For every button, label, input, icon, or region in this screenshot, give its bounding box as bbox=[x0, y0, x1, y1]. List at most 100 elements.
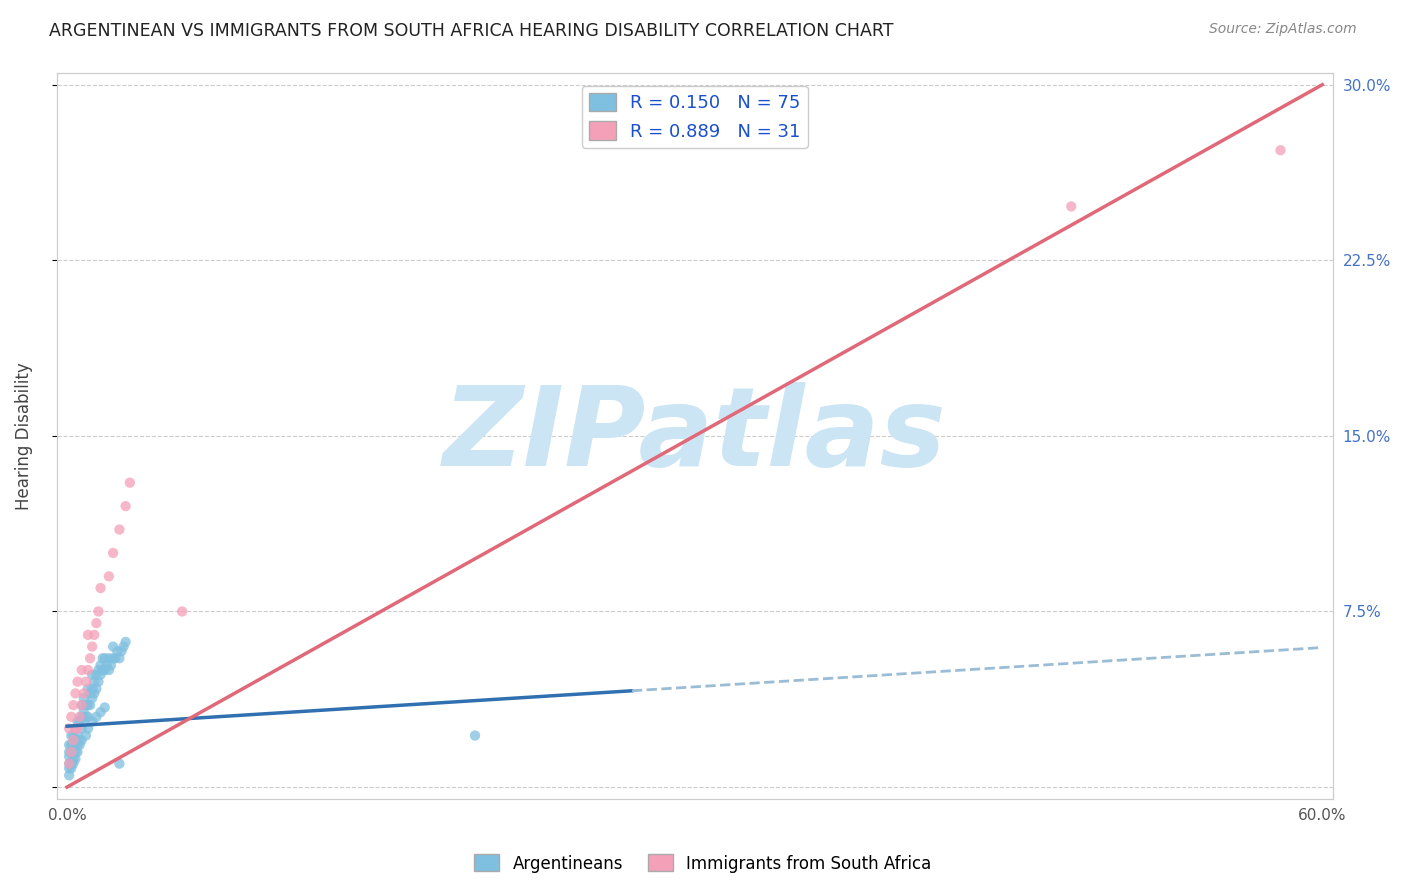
Point bbox=[114, 635, 136, 649]
Point bbox=[62, 752, 84, 766]
Point bbox=[65, 752, 87, 766]
Point bbox=[58, 768, 80, 782]
Point bbox=[79, 698, 101, 712]
Point bbox=[75, 729, 97, 743]
Point bbox=[172, 604, 194, 618]
Point bbox=[62, 756, 84, 771]
Point bbox=[101, 651, 124, 665]
Point bbox=[93, 651, 115, 665]
Point bbox=[66, 722, 89, 736]
Point bbox=[75, 710, 97, 724]
Point bbox=[1270, 143, 1292, 157]
Point bbox=[97, 651, 120, 665]
Point bbox=[73, 691, 96, 706]
Point bbox=[73, 714, 96, 729]
Point bbox=[101, 546, 124, 560]
Point bbox=[112, 640, 135, 654]
Point bbox=[60, 745, 83, 759]
Point bbox=[58, 749, 80, 764]
Point bbox=[79, 686, 101, 700]
Point bbox=[69, 733, 91, 747]
Point bbox=[91, 651, 114, 665]
Point bbox=[66, 674, 89, 689]
Point bbox=[93, 663, 115, 677]
Text: Source: ZipAtlas.com: Source: ZipAtlas.com bbox=[1209, 22, 1357, 37]
Point bbox=[73, 705, 96, 719]
Point bbox=[58, 722, 80, 736]
Point bbox=[65, 686, 87, 700]
Point bbox=[90, 658, 112, 673]
Point bbox=[87, 604, 110, 618]
Point bbox=[70, 663, 93, 677]
Point bbox=[65, 745, 87, 759]
Point bbox=[62, 733, 84, 747]
Point bbox=[79, 651, 101, 665]
Point bbox=[65, 722, 87, 736]
Point bbox=[97, 569, 120, 583]
Point bbox=[86, 710, 108, 724]
Point bbox=[82, 714, 104, 729]
Point bbox=[82, 640, 104, 654]
Point bbox=[69, 738, 91, 752]
Point bbox=[90, 667, 112, 681]
Point bbox=[60, 710, 83, 724]
Point bbox=[87, 663, 110, 677]
Point bbox=[58, 756, 80, 771]
Point bbox=[66, 729, 89, 743]
Point bbox=[75, 698, 97, 712]
Point bbox=[114, 499, 136, 513]
Point bbox=[70, 698, 93, 712]
Text: ZIPatlas: ZIPatlas bbox=[443, 383, 946, 490]
Point bbox=[70, 733, 93, 747]
Point bbox=[66, 714, 89, 729]
Y-axis label: Hearing Disability: Hearing Disability bbox=[15, 362, 32, 509]
Point bbox=[83, 674, 105, 689]
Point bbox=[62, 698, 84, 712]
Point bbox=[77, 663, 100, 677]
Point bbox=[58, 756, 80, 771]
Point bbox=[77, 681, 100, 696]
Point bbox=[58, 738, 80, 752]
Point bbox=[77, 628, 100, 642]
Point bbox=[96, 658, 118, 673]
Point bbox=[65, 733, 87, 747]
Point bbox=[60, 756, 83, 771]
Point bbox=[83, 686, 105, 700]
Point bbox=[69, 714, 91, 729]
Legend: Argentineans, Immigrants from South Africa: Argentineans, Immigrants from South Afri… bbox=[468, 847, 938, 880]
Point bbox=[60, 738, 83, 752]
Point bbox=[75, 674, 97, 689]
Point bbox=[108, 651, 131, 665]
Point bbox=[82, 667, 104, 681]
Point bbox=[70, 698, 93, 712]
Point bbox=[82, 681, 104, 696]
Point bbox=[82, 691, 104, 706]
Point bbox=[66, 745, 89, 759]
Point bbox=[93, 700, 115, 714]
Point bbox=[90, 705, 112, 719]
Point bbox=[108, 756, 131, 771]
Point bbox=[77, 710, 100, 724]
Point bbox=[87, 674, 110, 689]
Point bbox=[66, 738, 89, 752]
Point bbox=[86, 616, 108, 631]
Point bbox=[86, 681, 108, 696]
Point bbox=[62, 738, 84, 752]
Point bbox=[118, 475, 141, 490]
Point bbox=[91, 663, 114, 677]
Point bbox=[62, 729, 84, 743]
Point bbox=[108, 523, 131, 537]
Point bbox=[110, 644, 132, 658]
Point bbox=[73, 686, 96, 700]
Point bbox=[60, 729, 83, 743]
Legend: R = 0.150   N = 75, R = 0.889   N = 31: R = 0.150 N = 75, R = 0.889 N = 31 bbox=[582, 86, 808, 148]
Point bbox=[90, 581, 112, 595]
Point bbox=[86, 667, 108, 681]
Point bbox=[1060, 199, 1083, 213]
Point bbox=[65, 722, 87, 736]
Point bbox=[77, 722, 100, 736]
Point bbox=[70, 722, 93, 736]
Point bbox=[97, 663, 120, 677]
Point bbox=[104, 651, 127, 665]
Point bbox=[77, 698, 100, 712]
